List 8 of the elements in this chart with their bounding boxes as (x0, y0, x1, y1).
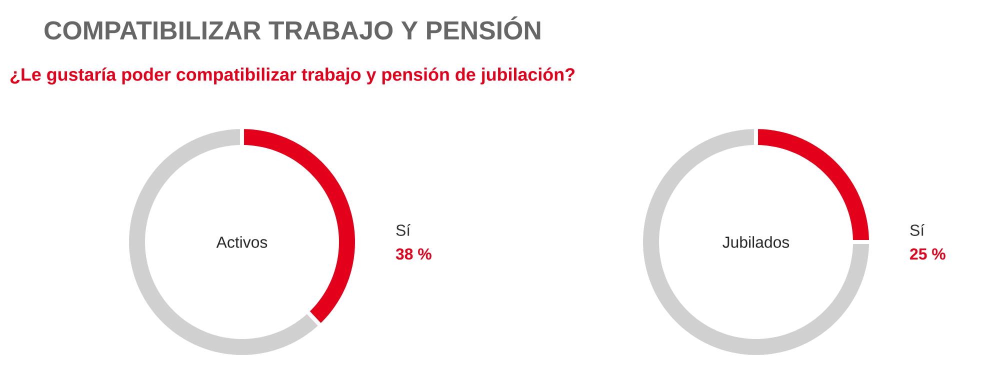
text: Jubilados (722, 236, 790, 248)
data-label: 25 % (910, 248, 946, 260)
chart-subtitle: ¿Le gustaría poder compatibilizar trabajo y pensión de jubilación? (10, 68, 574, 84)
slice-label: Sí (396, 224, 410, 236)
chart-title: COMPATIBILIZAR TRABAJO Y PENSIÓN (44, 16, 540, 40)
data-label: 38 % (396, 248, 432, 260)
text: Activos (216, 236, 268, 248)
slice-label: Sí (910, 224, 924, 236)
